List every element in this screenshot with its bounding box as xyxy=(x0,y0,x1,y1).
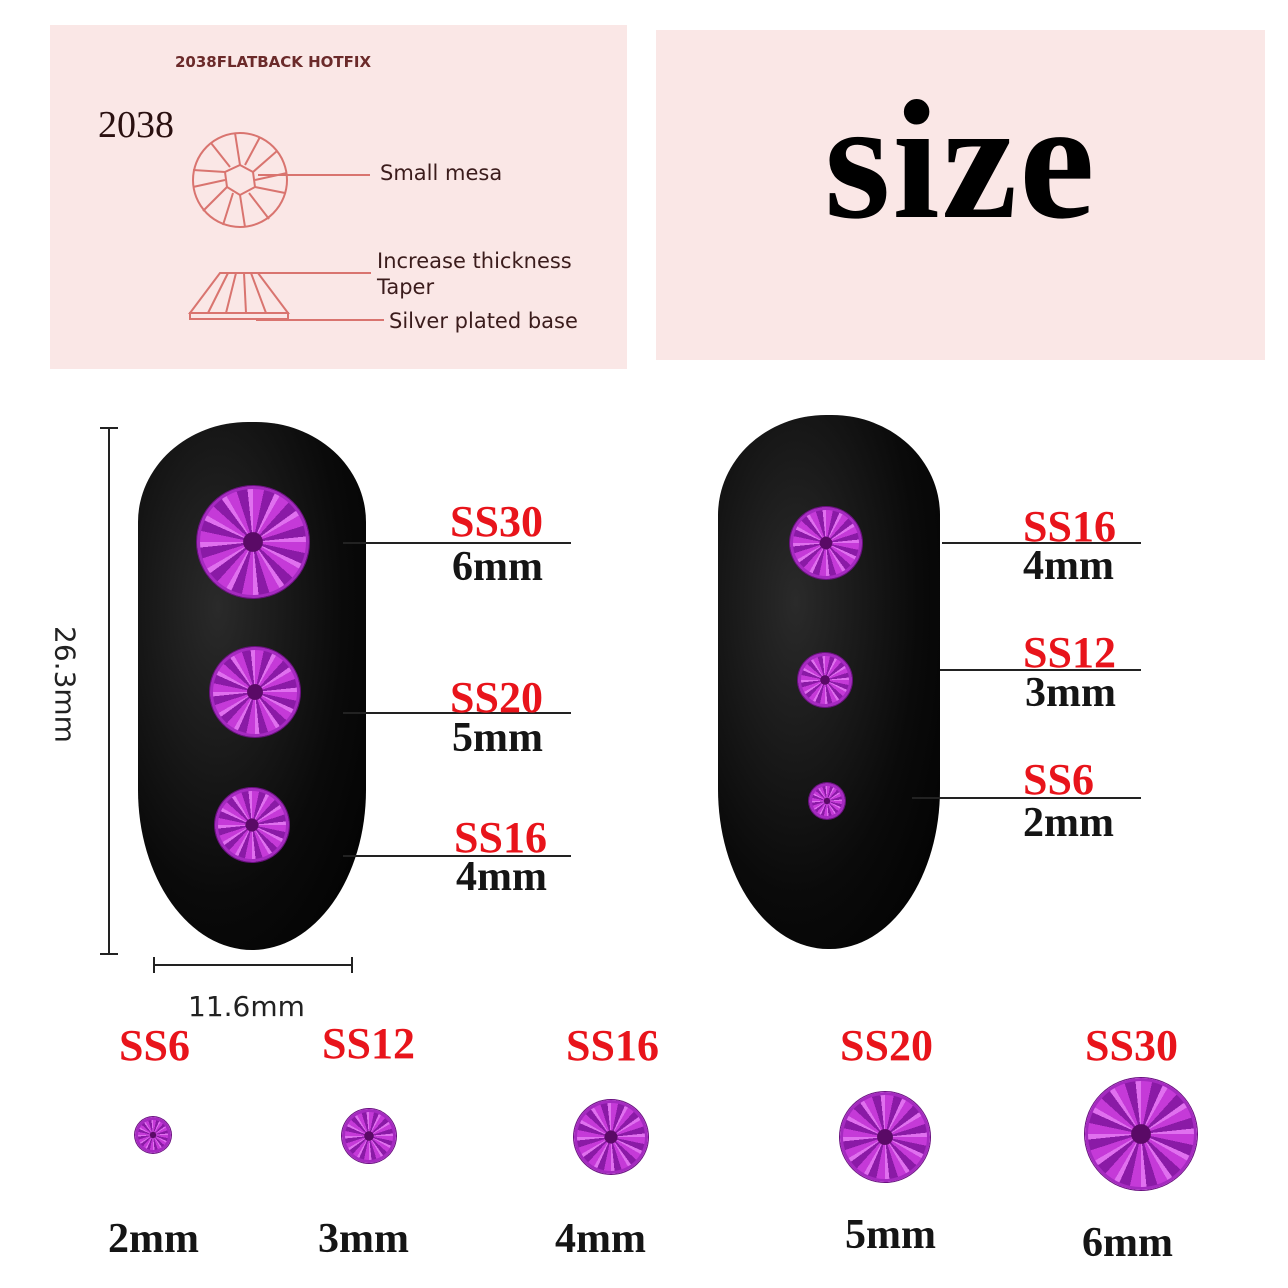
left-label-ss: SS30 xyxy=(450,497,543,546)
pointer-line xyxy=(256,319,384,321)
gem-4mm xyxy=(574,1100,648,1174)
gem-ss16 xyxy=(790,507,862,579)
row-label-ss20: SS20 xyxy=(840,1021,933,1070)
diagram-panel: 2038FLATBACK HOTFIX 2038 Small mesa Incr… xyxy=(50,25,627,369)
height-label: 26.3mm xyxy=(48,626,82,743)
width-label: 11.6mm xyxy=(188,990,305,1023)
right-label-ss: SS16 xyxy=(1023,502,1116,551)
pointer-line xyxy=(942,542,1141,544)
pointer-line xyxy=(940,669,1141,671)
gem-ss16 xyxy=(215,788,289,862)
row-label-ss30: SS30 xyxy=(1085,1021,1178,1070)
height-dimension-line xyxy=(108,427,110,955)
diagram-heading: 2038FLATBACK HOTFIX xyxy=(175,53,372,71)
label-increase-thickness: Increase thickness xyxy=(377,249,572,273)
gem-side-view-diagram xyxy=(188,272,290,320)
label-silver-plated-base: Silver plated base xyxy=(389,309,578,333)
dimension-tick xyxy=(351,957,353,973)
pointer-line xyxy=(343,855,571,857)
gem-ss30 xyxy=(197,486,309,598)
left-label-mm: 6mm xyxy=(452,544,543,590)
right-label-mm: 3mm xyxy=(1025,670,1116,716)
right-label-mm: 4mm xyxy=(1023,543,1114,589)
left-label-ss: SS16 xyxy=(454,813,547,862)
left-label-ss: SS20 xyxy=(450,673,543,722)
gem-5mm xyxy=(840,1092,930,1182)
model-number: 2038 xyxy=(98,104,174,146)
gem-top-view-diagram xyxy=(192,132,288,228)
row-label-2mm: 2mm xyxy=(108,1216,199,1262)
label-taper: Taper xyxy=(377,275,435,299)
gem-ss12 xyxy=(798,653,852,707)
right-label-ss: SS6 xyxy=(1023,755,1094,804)
pointer-line xyxy=(912,797,1141,799)
gem-2mm xyxy=(135,1117,171,1153)
gem-ss20 xyxy=(210,647,300,737)
row-label-3mm: 3mm xyxy=(318,1216,409,1262)
dimension-tick xyxy=(153,957,155,973)
row-label-ss6: SS6 xyxy=(119,1021,190,1070)
gem-ss6 xyxy=(809,783,845,819)
row-label-5mm: 5mm xyxy=(845,1212,936,1258)
gem-6mm xyxy=(1085,1078,1197,1190)
row-label-6mm: 6mm xyxy=(1082,1220,1173,1266)
dimension-tick xyxy=(100,953,118,955)
pointer-line xyxy=(343,542,571,544)
width-dimension-line xyxy=(153,964,353,966)
pointer-line xyxy=(256,272,371,274)
left-label-mm: 4mm xyxy=(456,854,547,900)
gem-3mm xyxy=(342,1109,396,1163)
row-label-ss16: SS16 xyxy=(566,1021,659,1070)
title-panel: size xyxy=(656,30,1265,360)
right-label-mm: 2mm xyxy=(1023,800,1114,846)
dimension-tick xyxy=(100,427,118,429)
pointer-line xyxy=(343,712,571,714)
pointer-line xyxy=(258,174,370,176)
row-label-ss12: SS12 xyxy=(322,1019,415,1068)
title-size: size xyxy=(824,66,1097,254)
row-label-4mm: 4mm xyxy=(555,1216,646,1262)
right-label-ss: SS12 xyxy=(1023,628,1116,677)
label-small-mesa: Small mesa xyxy=(380,161,503,185)
left-label-mm: 5mm xyxy=(452,715,543,761)
